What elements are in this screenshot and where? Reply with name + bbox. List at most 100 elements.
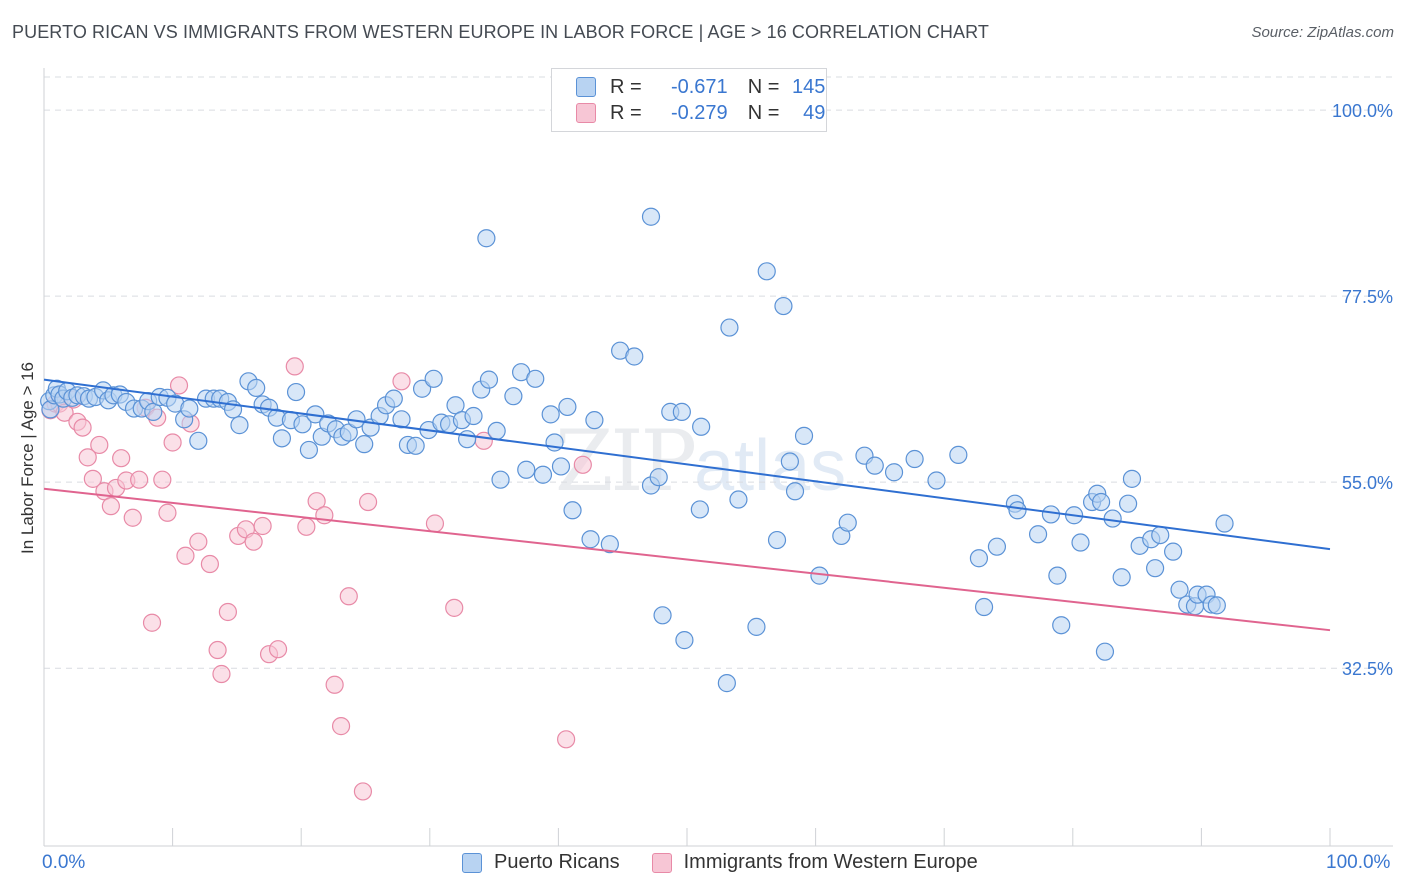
puerto-ricans-point: [457, 430, 477, 449]
immigrants-point: [208, 640, 227, 660]
puerto-ricans-point: [1008, 501, 1027, 520]
puerto-ricans-point: [672, 402, 691, 421]
y-tick-label: 77.5%: [1342, 287, 1393, 307]
puerto-ricans-point: [355, 435, 374, 454]
immigrants-point: [169, 376, 189, 395]
immigrants-point: [425, 514, 445, 533]
immigrants-point: [445, 598, 464, 617]
immigrants-point: [268, 640, 288, 659]
immigrants-point: [358, 492, 378, 512]
immigrants-point: [557, 730, 576, 749]
puerto-ricans-point: [717, 674, 736, 693]
puerto-ricans-point: [1095, 642, 1115, 661]
y-tick-label: 32.5%: [1342, 659, 1393, 679]
blue-swatch-icon: [462, 852, 482, 873]
source-credit: Source: ZipAtlas.com: [1251, 24, 1394, 41]
puerto-ricans-point: [585, 411, 604, 430]
puerto-ricans-point: [479, 370, 499, 389]
y-tick-label: 100.0%: [1332, 101, 1393, 121]
puerto-ricans-point: [785, 482, 805, 501]
puerto-ricans-point: [949, 445, 968, 464]
puerto-ricans-point: [1118, 494, 1138, 513]
puerto-ricans-point: [491, 470, 510, 489]
puerto-ricans-point: [1071, 533, 1090, 552]
puerto-ricans-trend-line: [43, 378, 1331, 551]
puerto-ricans-point: [692, 417, 711, 436]
puerto-ricans-point: [974, 597, 994, 617]
puerto-ricans-point: [406, 436, 425, 455]
immigrants-point: [297, 517, 316, 536]
puerto-ricans-point: [563, 501, 582, 520]
puerto-ricans-point: [780, 452, 799, 471]
immigrants-point: [153, 470, 172, 489]
legend-label: Puerto Ricans: [494, 851, 620, 873]
puerto-ricans-point: [969, 549, 989, 568]
puerto-ricans-point: [838, 513, 857, 532]
immigrants-point: [163, 433, 182, 452]
puerto-ricans-point: [189, 431, 208, 450]
puerto-ricans-point: [533, 465, 553, 484]
puerto-ricans-point: [774, 296, 793, 316]
immigrants-point: [101, 497, 120, 516]
immigrants-point: [253, 516, 272, 536]
r-value: -0.279: [670, 101, 728, 124]
puerto-ricans-point: [884, 463, 904, 482]
puerto-ricans-point: [1052, 616, 1071, 635]
r-label: R =: [610, 75, 642, 98]
pink-swatch-icon: [651, 852, 672, 873]
immigrants-point: [200, 554, 219, 574]
immigrants-trend-line: [43, 487, 1331, 632]
immigrants-point: [142, 613, 162, 632]
immigrants-point: [83, 469, 102, 488]
puerto-ricans-point: [1146, 559, 1165, 578]
puerto-ricans-point: [720, 318, 739, 337]
blue-swatch-icon: [576, 77, 596, 97]
puerto-ricans-point: [477, 229, 496, 248]
puerto-ricans-point: [1207, 596, 1226, 615]
puerto-ricans-point: [1048, 566, 1067, 585]
puerto-ricans-point: [1215, 514, 1234, 533]
puerto-ricans-point: [1151, 525, 1170, 545]
puerto-ricans-point: [690, 500, 709, 519]
immigrants-point: [212, 664, 231, 684]
puerto-ricans-point: [272, 429, 292, 448]
puerto-ricans-point: [1164, 542, 1183, 561]
y-axis-label: In Labor Force | Age > 16: [18, 361, 37, 555]
immigrants-point: [339, 587, 358, 606]
puerto-ricans-point: [927, 471, 946, 490]
puerto-ricans-point: [905, 449, 924, 469]
axes: [43, 68, 1393, 847]
puerto-ricans-point: [180, 399, 199, 418]
puerto-ricans-point: [247, 378, 266, 398]
immigrants-point: [78, 448, 97, 467]
puerto-ricans-point: [517, 460, 536, 479]
immigrants-point: [73, 418, 92, 437]
series-immigrants-points: [41, 357, 592, 801]
immigrants-point: [392, 372, 411, 391]
puerto-ricans-point: [581, 530, 600, 549]
y-tick-label: 55.0%: [1342, 473, 1393, 493]
stats-legend: R = -0.671 N = 145 R = -0.279 N = 49: [551, 68, 827, 132]
series-puerto-ricans-points: [40, 207, 1234, 693]
immigrants-point: [189, 532, 208, 551]
n-value: 145: [792, 75, 826, 98]
r-label: R =: [610, 101, 642, 124]
puerto-ricans-point: [1122, 469, 1142, 488]
puerto-ricans-point: [1112, 568, 1131, 587]
immigrants-point: [176, 546, 195, 565]
puerto-ricans-point: [504, 387, 523, 406]
legend-label: Immigrants from Western Europe: [683, 851, 978, 873]
puerto-ricans-point: [747, 617, 766, 636]
puerto-ricans-point: [424, 369, 443, 388]
puerto-ricans-point: [230, 416, 249, 435]
pink-swatch-icon: [576, 103, 596, 123]
puerto-ricans-point: [625, 347, 644, 366]
puerto-ricans-point: [865, 456, 884, 475]
puerto-ricans-point: [558, 397, 577, 417]
puerto-ricans-point: [1028, 525, 1048, 544]
n-label: N =: [747, 75, 780, 98]
puerto-ricans-point: [675, 631, 694, 650]
puerto-ricans-point: [541, 405, 560, 424]
immigrants-point: [244, 532, 263, 551]
